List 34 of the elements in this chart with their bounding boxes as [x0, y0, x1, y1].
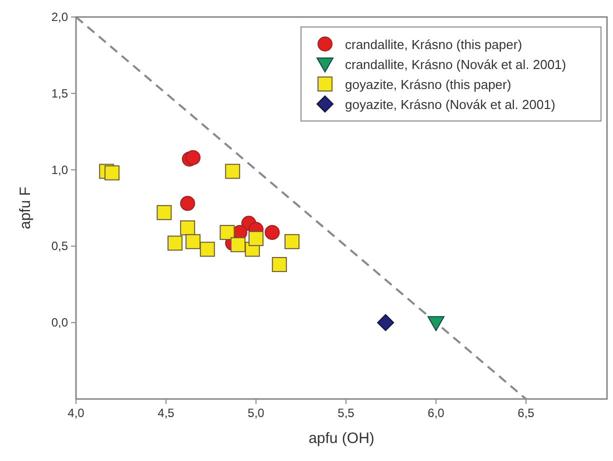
- legend-label: goyazite, Krásno (Novák et al. 2001): [345, 97, 556, 112]
- y-tick-label: 0,0: [51, 316, 68, 330]
- x-tick-label: 4,0: [68, 406, 85, 420]
- legend-label: crandallite, Krásno (this paper): [345, 37, 522, 52]
- y-tick-label: 2,0: [51, 10, 68, 24]
- y-tick-label: 1,5: [51, 86, 68, 100]
- point: [284, 234, 300, 250]
- y-tick-label: 0,5: [51, 239, 68, 254]
- legend-label: goyazite, Krásno (this paper): [345, 77, 512, 92]
- x-axis-title: apfu (OH): [308, 430, 374, 447]
- x-tick-label: 6,5: [518, 406, 535, 420]
- point: [186, 150, 200, 166]
- point: [248, 231, 264, 246]
- point: [104, 165, 120, 180]
- point: [168, 236, 182, 251]
- x-tick-label: 4,5: [158, 406, 175, 420]
- point: [230, 237, 246, 252]
- x-tick-label: 5,0: [248, 406, 265, 420]
- point: [200, 242, 215, 257]
- point: [377, 314, 394, 332]
- point: [156, 205, 172, 220]
- point: [186, 234, 200, 250]
- point: [180, 196, 196, 211]
- y-tick-label: 1,0: [51, 162, 68, 177]
- point: [180, 220, 196, 236]
- point: [264, 224, 280, 240]
- point: [225, 164, 240, 179]
- point: [220, 224, 235, 240]
- point: [272, 257, 287, 272]
- legend-label: crandallite, Krásno (Novák et al. 2001): [345, 57, 566, 72]
- y-axis-title: apfu F: [17, 186, 34, 230]
- x-tick-label: 5,5: [338, 406, 355, 420]
- point: [428, 316, 444, 332]
- x-tick-label: 6,0: [428, 406, 445, 420]
